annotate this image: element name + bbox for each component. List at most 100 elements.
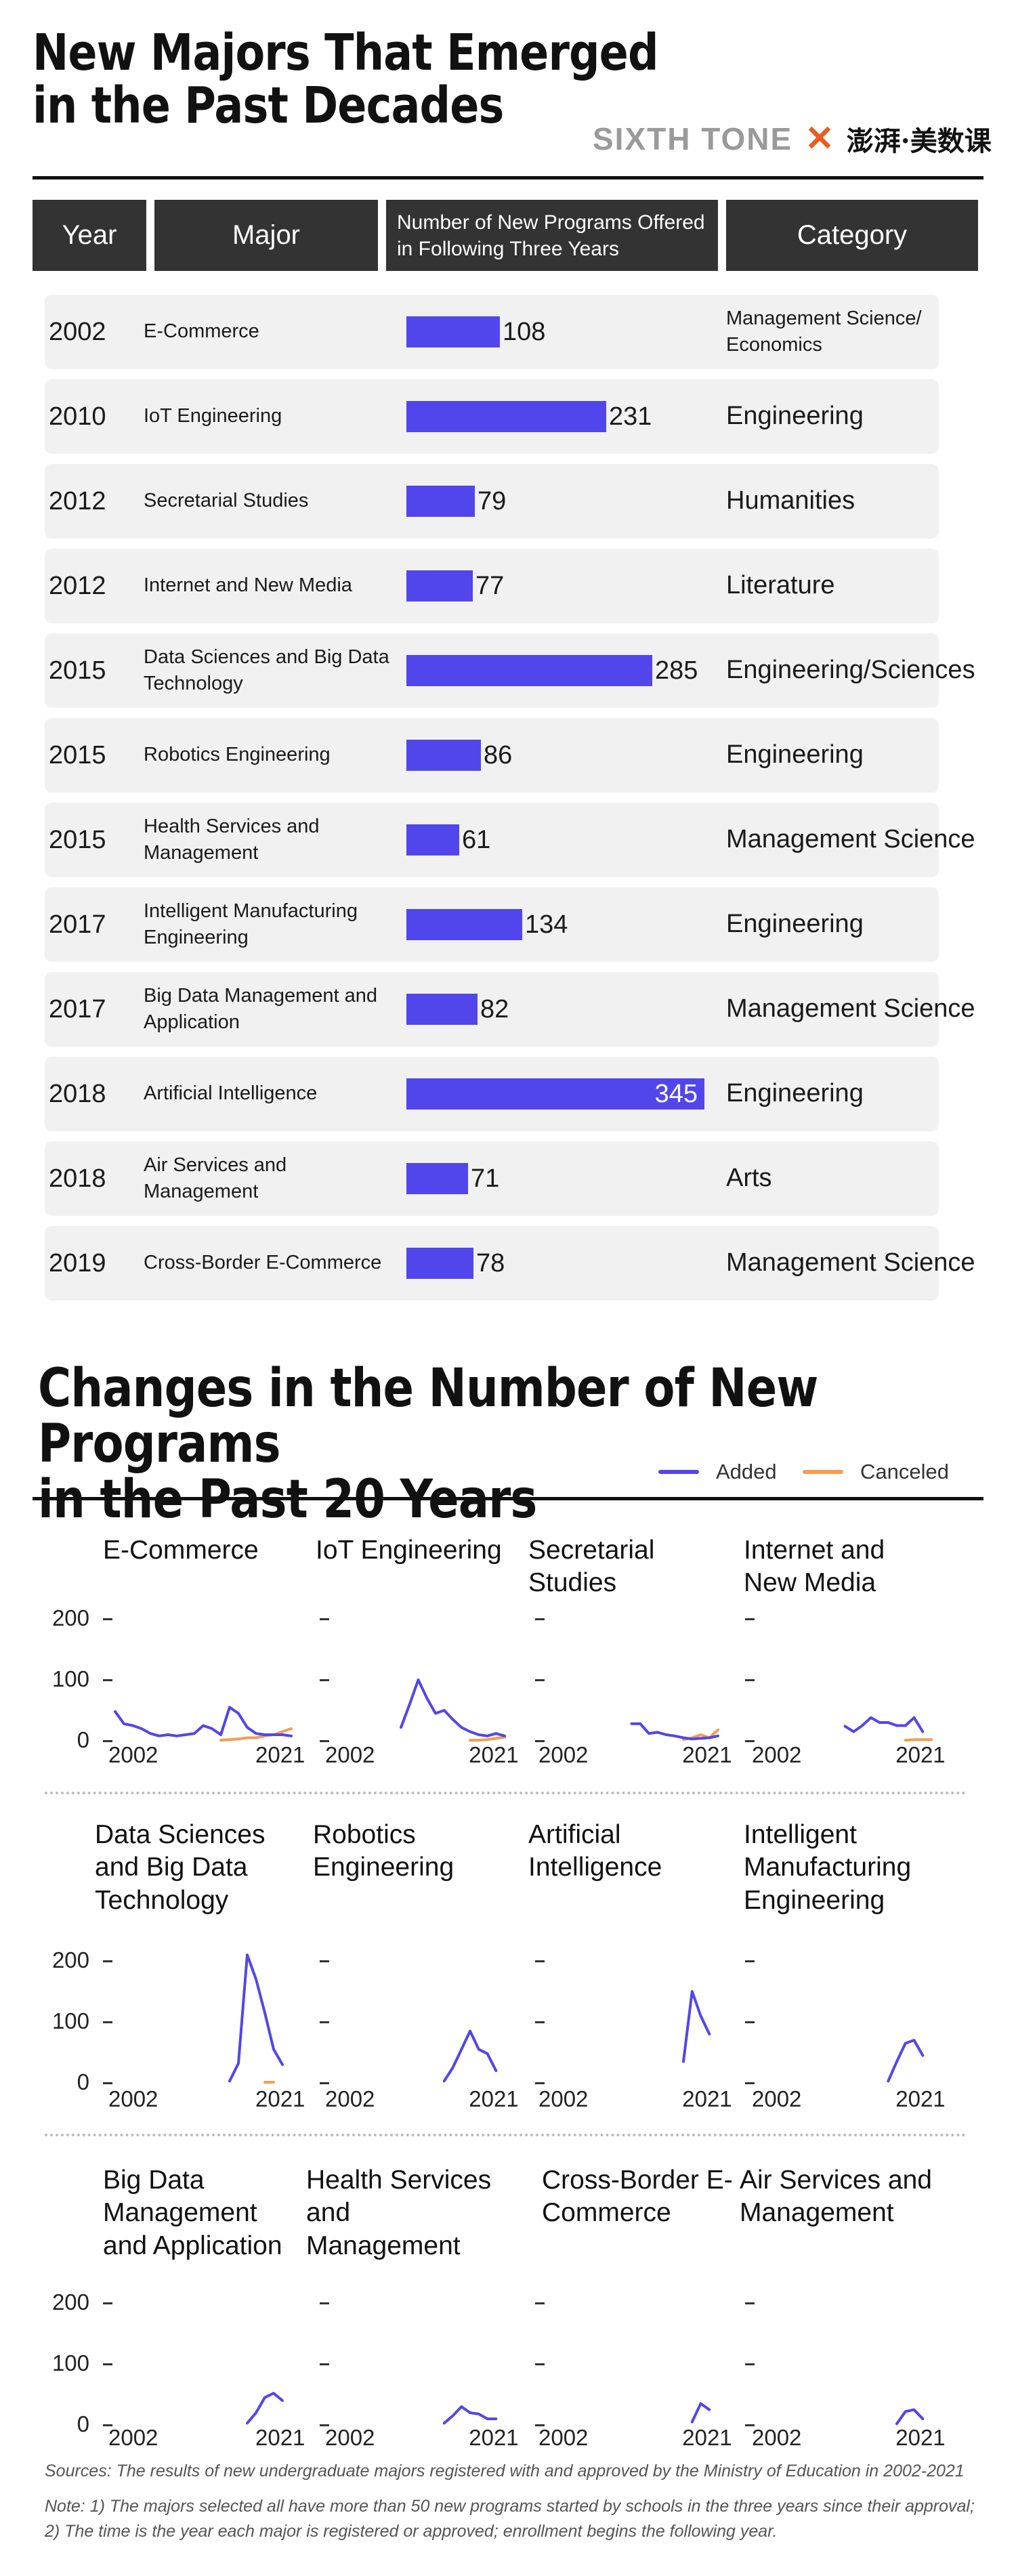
program-bar [406,740,481,771]
y-tick-mark [103,1679,112,1681]
y-tick-mark [320,1960,329,1962]
y-tick-mark [745,2424,755,2426]
added-series-line [630,1722,719,1741]
y-tick-mark [535,2424,545,2426]
program-bar [406,1163,468,1194]
x-tick-label: 2021 [895,1742,946,1767]
added-series-line [400,1678,506,1737]
program-bar [406,909,522,940]
y-tick-mark [745,1740,755,1742]
program-bar-value: 78 [476,1248,505,1278]
program-bar-value: 71 [471,1164,500,1193]
table-row [45,1141,939,1216]
row-category: Management Science/ Economics [726,307,922,356]
row-category: Management Science [726,994,975,1023]
x-tick-label: 2002 [538,1742,589,1767]
header-category: Category [726,200,978,271]
row-category: Management Science [726,825,975,854]
y-tick-mark [535,1618,545,1620]
cross-icon: ✕ [805,119,834,159]
x-tick-label: 2002 [108,2086,158,2111]
program-bar [406,1078,704,1110]
y-tick-mark [320,2082,329,2084]
x-tick-label: 2002 [752,2086,802,2111]
row-year: 2010 [49,402,106,431]
program-bar [406,994,478,1025]
x-tick-label: 2021 [682,2425,732,2450]
row-year: 2017 [49,994,106,1023]
row-major: Cross-Border E-Commerce [144,1252,382,1274]
sixth-tone-logo: SIXTH TONE [593,121,793,156]
added-series-line [114,1706,293,1737]
row-category: Engineering [726,1079,864,1108]
added-series-line [895,2408,925,2426]
row-major: E-Commerce [144,320,259,343]
added-series-line [887,2039,925,2083]
legend-canceled-label: Canceled [860,1460,949,1483]
y-tick-mark [103,1960,112,1962]
row-major: Data Sciences and Big Data Technology [144,646,389,694]
row-year: 2015 [49,825,106,854]
y-tick-mark [535,1960,545,1962]
x-tick-label: 2002 [325,1742,375,1767]
y-tick-mark [320,1618,329,1620]
row-major: Robotics Engineering [144,744,331,766]
row-major: Artificial Intelligence [144,1082,318,1105]
y-tick-mark [320,1740,329,1742]
canceled-series-line [219,1727,293,1742]
row-category: Management Science [726,1248,975,1278]
program-bar-value: 86 [484,740,513,769]
program-bar [406,824,459,856]
program-bar [406,1248,473,1279]
row-category: Engineering [726,740,864,769]
program-bar-value: 77 [475,571,505,600]
y-tick-mark [535,1679,545,1681]
panel-title: Robotics Engineering [313,1820,454,1882]
program-bar-value: 134 [525,910,568,939]
added-series-line [246,2392,284,2425]
canceled-series-line [904,1738,933,1742]
program-bar [406,570,473,601]
panel-title: Internet and New Media [744,1536,885,1598]
x-tick-label: 2002 [325,2425,375,2450]
legend-canceled-swatch [803,1470,843,1474]
y-tick-mark [535,2082,545,2084]
thepaper-logo: 澎湃·美数课 [846,125,992,157]
x-tick-label: 2002 [108,2425,158,2450]
added-series-line [843,1716,925,1733]
program-bar-value: 345 [654,1079,698,1108]
y-tick-mark [320,1679,329,1681]
added-series-line [442,2029,498,2083]
page-title-line-2: in the Past Decades [33,76,504,135]
x-tick-label: 2021 [682,1742,732,1767]
program-bar-value: 231 [609,402,652,431]
row-year: 2012 [49,571,106,600]
y-tick-mark [745,2302,755,2304]
row-year: 2019 [49,1248,106,1278]
title-rule [33,176,983,180]
x-tick-label: 2021 [469,1742,519,1767]
program-bar [406,316,500,347]
program-bar [406,486,475,517]
legend-added-swatch [658,1470,699,1474]
y-tick-mark [745,1679,755,1681]
program-bar-value: 61 [462,825,491,854]
y-tick-label: 200 [51,1605,89,1630]
y-tick-mark [103,2424,112,2426]
row-year: 2012 [49,486,106,515]
x-tick-label: 2021 [895,2086,946,2111]
panel-title: Cross-Border E-Commerce [542,2166,733,2228]
row-category: Engineering [726,402,864,431]
panel-title: Secretarial Studies [528,1536,655,1598]
row-year: 2018 [49,1164,106,1193]
y-tick-mark [745,2082,755,2084]
added-series-line [228,1954,284,2083]
y-tick-label: 100 [51,1666,89,1691]
x-tick-label: 2021 [469,2425,519,2450]
y-tick-mark [745,1960,755,1962]
page-title-line-1: New Majors That Emerged [33,24,659,82]
y-tick-mark [103,2302,112,2304]
row-separator [45,1792,966,1794]
footnote-1: Note: 1) The majors selected all have mo… [45,2497,975,2516]
